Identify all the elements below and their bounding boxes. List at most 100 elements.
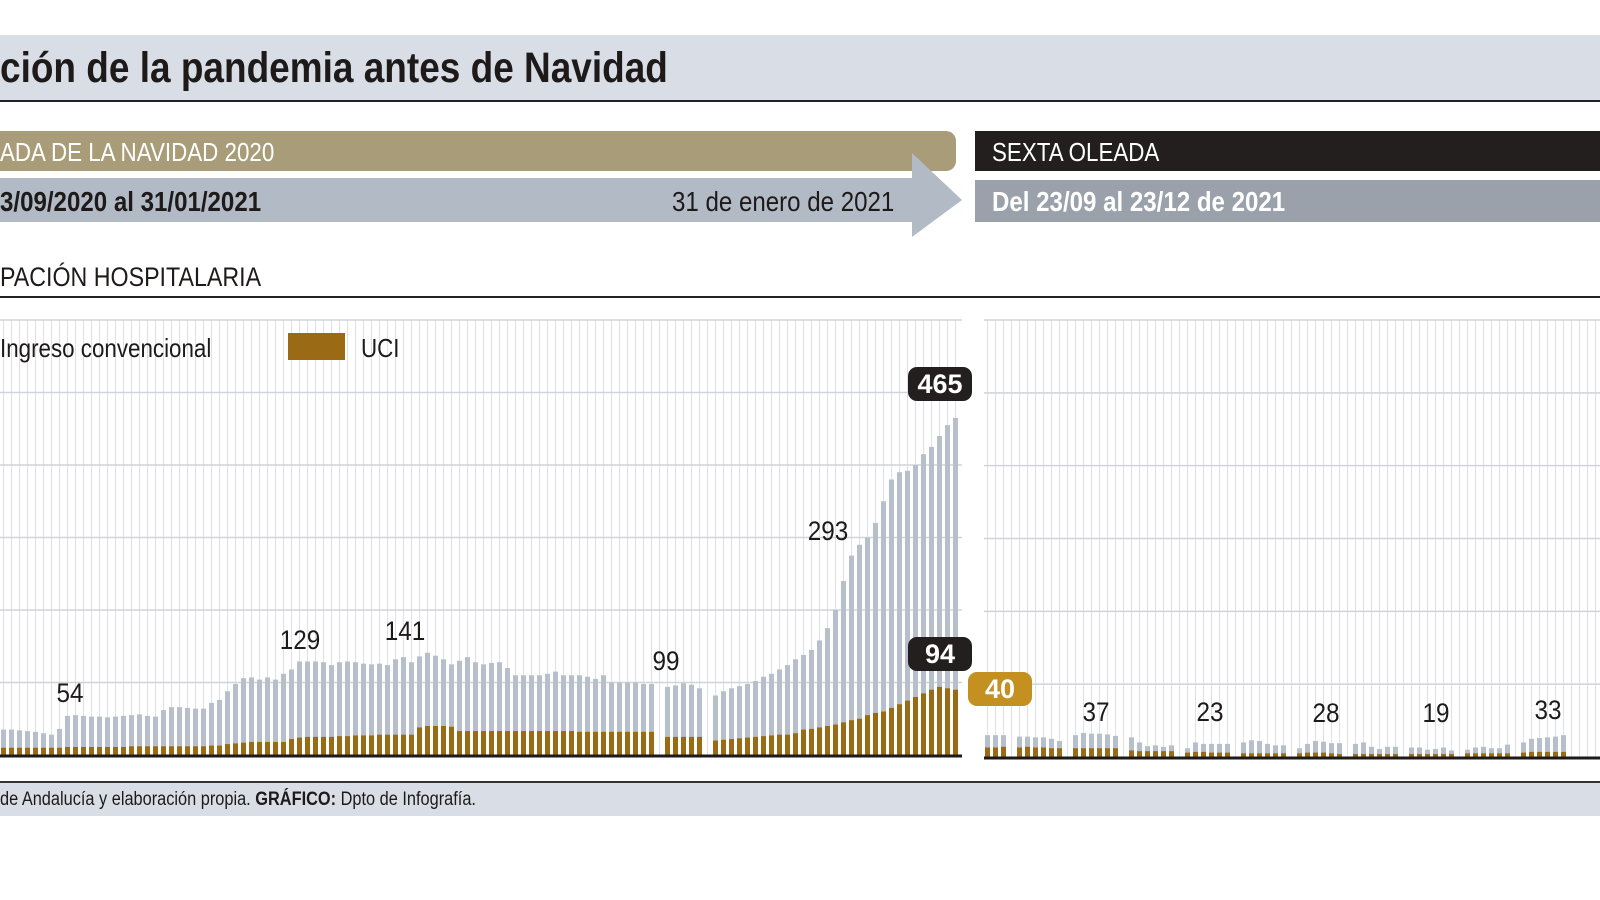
bar-ingreso: [1201, 743, 1206, 757]
bar-uci: [881, 711, 886, 755]
page-title: ción de la pandemia antes de Navidad: [0, 44, 777, 93]
bar-ingreso: [433, 655, 438, 755]
bar-uci: [1241, 753, 1246, 757]
bar-ingreso: [65, 715, 70, 755]
bar-uci: [1321, 752, 1326, 757]
bar-uci: [273, 741, 278, 755]
bar-uci: [769, 735, 774, 755]
bar-ingreso: [1521, 742, 1526, 757]
bar-uci: [1105, 748, 1110, 757]
bar-ingreso: [1273, 745, 1278, 757]
bar-uci: [505, 731, 510, 755]
bar-uci: [1041, 747, 1046, 757]
bar-ingreso: [385, 665, 390, 755]
bar-ingreso: [569, 675, 574, 755]
bar-ingreso: [137, 714, 142, 755]
bar-uci: [1417, 754, 1422, 757]
bar-ingreso: [913, 465, 918, 755]
bar-ingreso: [305, 661, 310, 755]
bar-ingreso: [73, 715, 78, 755]
legend-ingreso: Ingreso convencional: [0, 333, 246, 364]
bar-uci: [945, 688, 950, 755]
bar-ingreso: [145, 715, 150, 755]
bar-ingreso: [1265, 743, 1270, 757]
bar-ingreso: [161, 710, 166, 755]
bar-uci: [1025, 746, 1030, 757]
bar-ingreso: [209, 702, 214, 755]
bar-ingreso: [353, 662, 358, 755]
bar-uci: [1497, 753, 1502, 757]
bar-uci: [1265, 753, 1270, 757]
bar-uci: [385, 734, 390, 755]
bar-uci: [1049, 748, 1054, 757]
bar-ingreso: [393, 659, 398, 755]
bar-ingreso: [457, 660, 462, 755]
bar-uci: [465, 731, 470, 755]
wave1-label: ADA DE LA NAVIDAD 2020: [0, 137, 319, 168]
peak-uci-label: 94: [908, 637, 972, 671]
bar-uci: [929, 689, 934, 755]
bar-ingreso: [1017, 736, 1022, 757]
bar-uci: [89, 747, 94, 755]
bar-uci: [65, 747, 70, 755]
bar-ingreso: [1385, 746, 1390, 757]
bar-uci: [1161, 751, 1166, 757]
bar-ingreso: [1425, 749, 1430, 757]
bar-uci: [993, 747, 998, 757]
bar-ingreso: [809, 649, 814, 755]
bar-ingreso: [313, 661, 318, 755]
bar-ingreso: [873, 523, 878, 755]
bar-uci: [25, 747, 30, 755]
bar-uci: [529, 731, 534, 755]
bar-uci: [1225, 752, 1230, 757]
bar-ingreso: [489, 662, 494, 755]
bar-uci: [1137, 751, 1142, 757]
bar-ingreso: [273, 679, 278, 755]
bar-uci: [1393, 754, 1398, 757]
bar-uci: [1001, 746, 1006, 757]
bar-ingreso: [761, 676, 766, 755]
bar-uci: [721, 739, 726, 755]
bar-ingreso: [1489, 748, 1494, 757]
bar-uci: [1113, 748, 1118, 757]
data-label: 54: [56, 678, 84, 708]
bar-ingreso: [33, 731, 38, 755]
bar-uci: [1193, 751, 1198, 757]
bar-ingreso: [481, 664, 486, 755]
bar-uci: [1145, 751, 1150, 757]
bar-ingreso: [537, 675, 542, 755]
bar-uci: [1481, 753, 1486, 757]
bar-ingreso: [1337, 743, 1342, 757]
bar-ingreso: [449, 664, 454, 755]
bar-uci: [73, 747, 78, 755]
data-label: 293: [807, 516, 849, 546]
wave1-dates: 3/09/2020 al 31/01/2021: [0, 186, 304, 218]
credit-label: GRÁFICO:: [255, 789, 337, 810]
legend-ingreso-text: Ingreso convencional: [0, 333, 212, 363]
bar-uci: [161, 746, 166, 755]
bar-uci: [1313, 752, 1318, 757]
bar-ingreso: [745, 683, 750, 755]
bar-ingreso: [97, 716, 102, 755]
wave1-header: [0, 131, 956, 171]
bar-uci: [1433, 754, 1438, 757]
bar-ingreso: [257, 679, 262, 755]
bar-ingreso: [185, 707, 190, 755]
bar-ingreso: [1505, 744, 1510, 757]
bar-ingreso: [641, 683, 646, 755]
bar-ingreso: [921, 454, 926, 755]
bar-uci: [193, 746, 198, 755]
bar-ingreso: [929, 446, 934, 755]
bar-uci: [889, 707, 894, 755]
wave2-subheader: [975, 180, 1600, 222]
bar-uci: [713, 740, 718, 755]
bar-uci: [641, 731, 646, 755]
bar-uci: [1449, 754, 1454, 757]
bar-ingreso: [321, 662, 326, 755]
bar-uci: [185, 746, 190, 755]
bar-ingreso: [825, 628, 830, 755]
bar-ingreso: [361, 663, 366, 755]
bar-ingreso: [1553, 736, 1558, 757]
bar-uci: [1129, 750, 1134, 757]
bar-ingreso: [609, 682, 614, 755]
